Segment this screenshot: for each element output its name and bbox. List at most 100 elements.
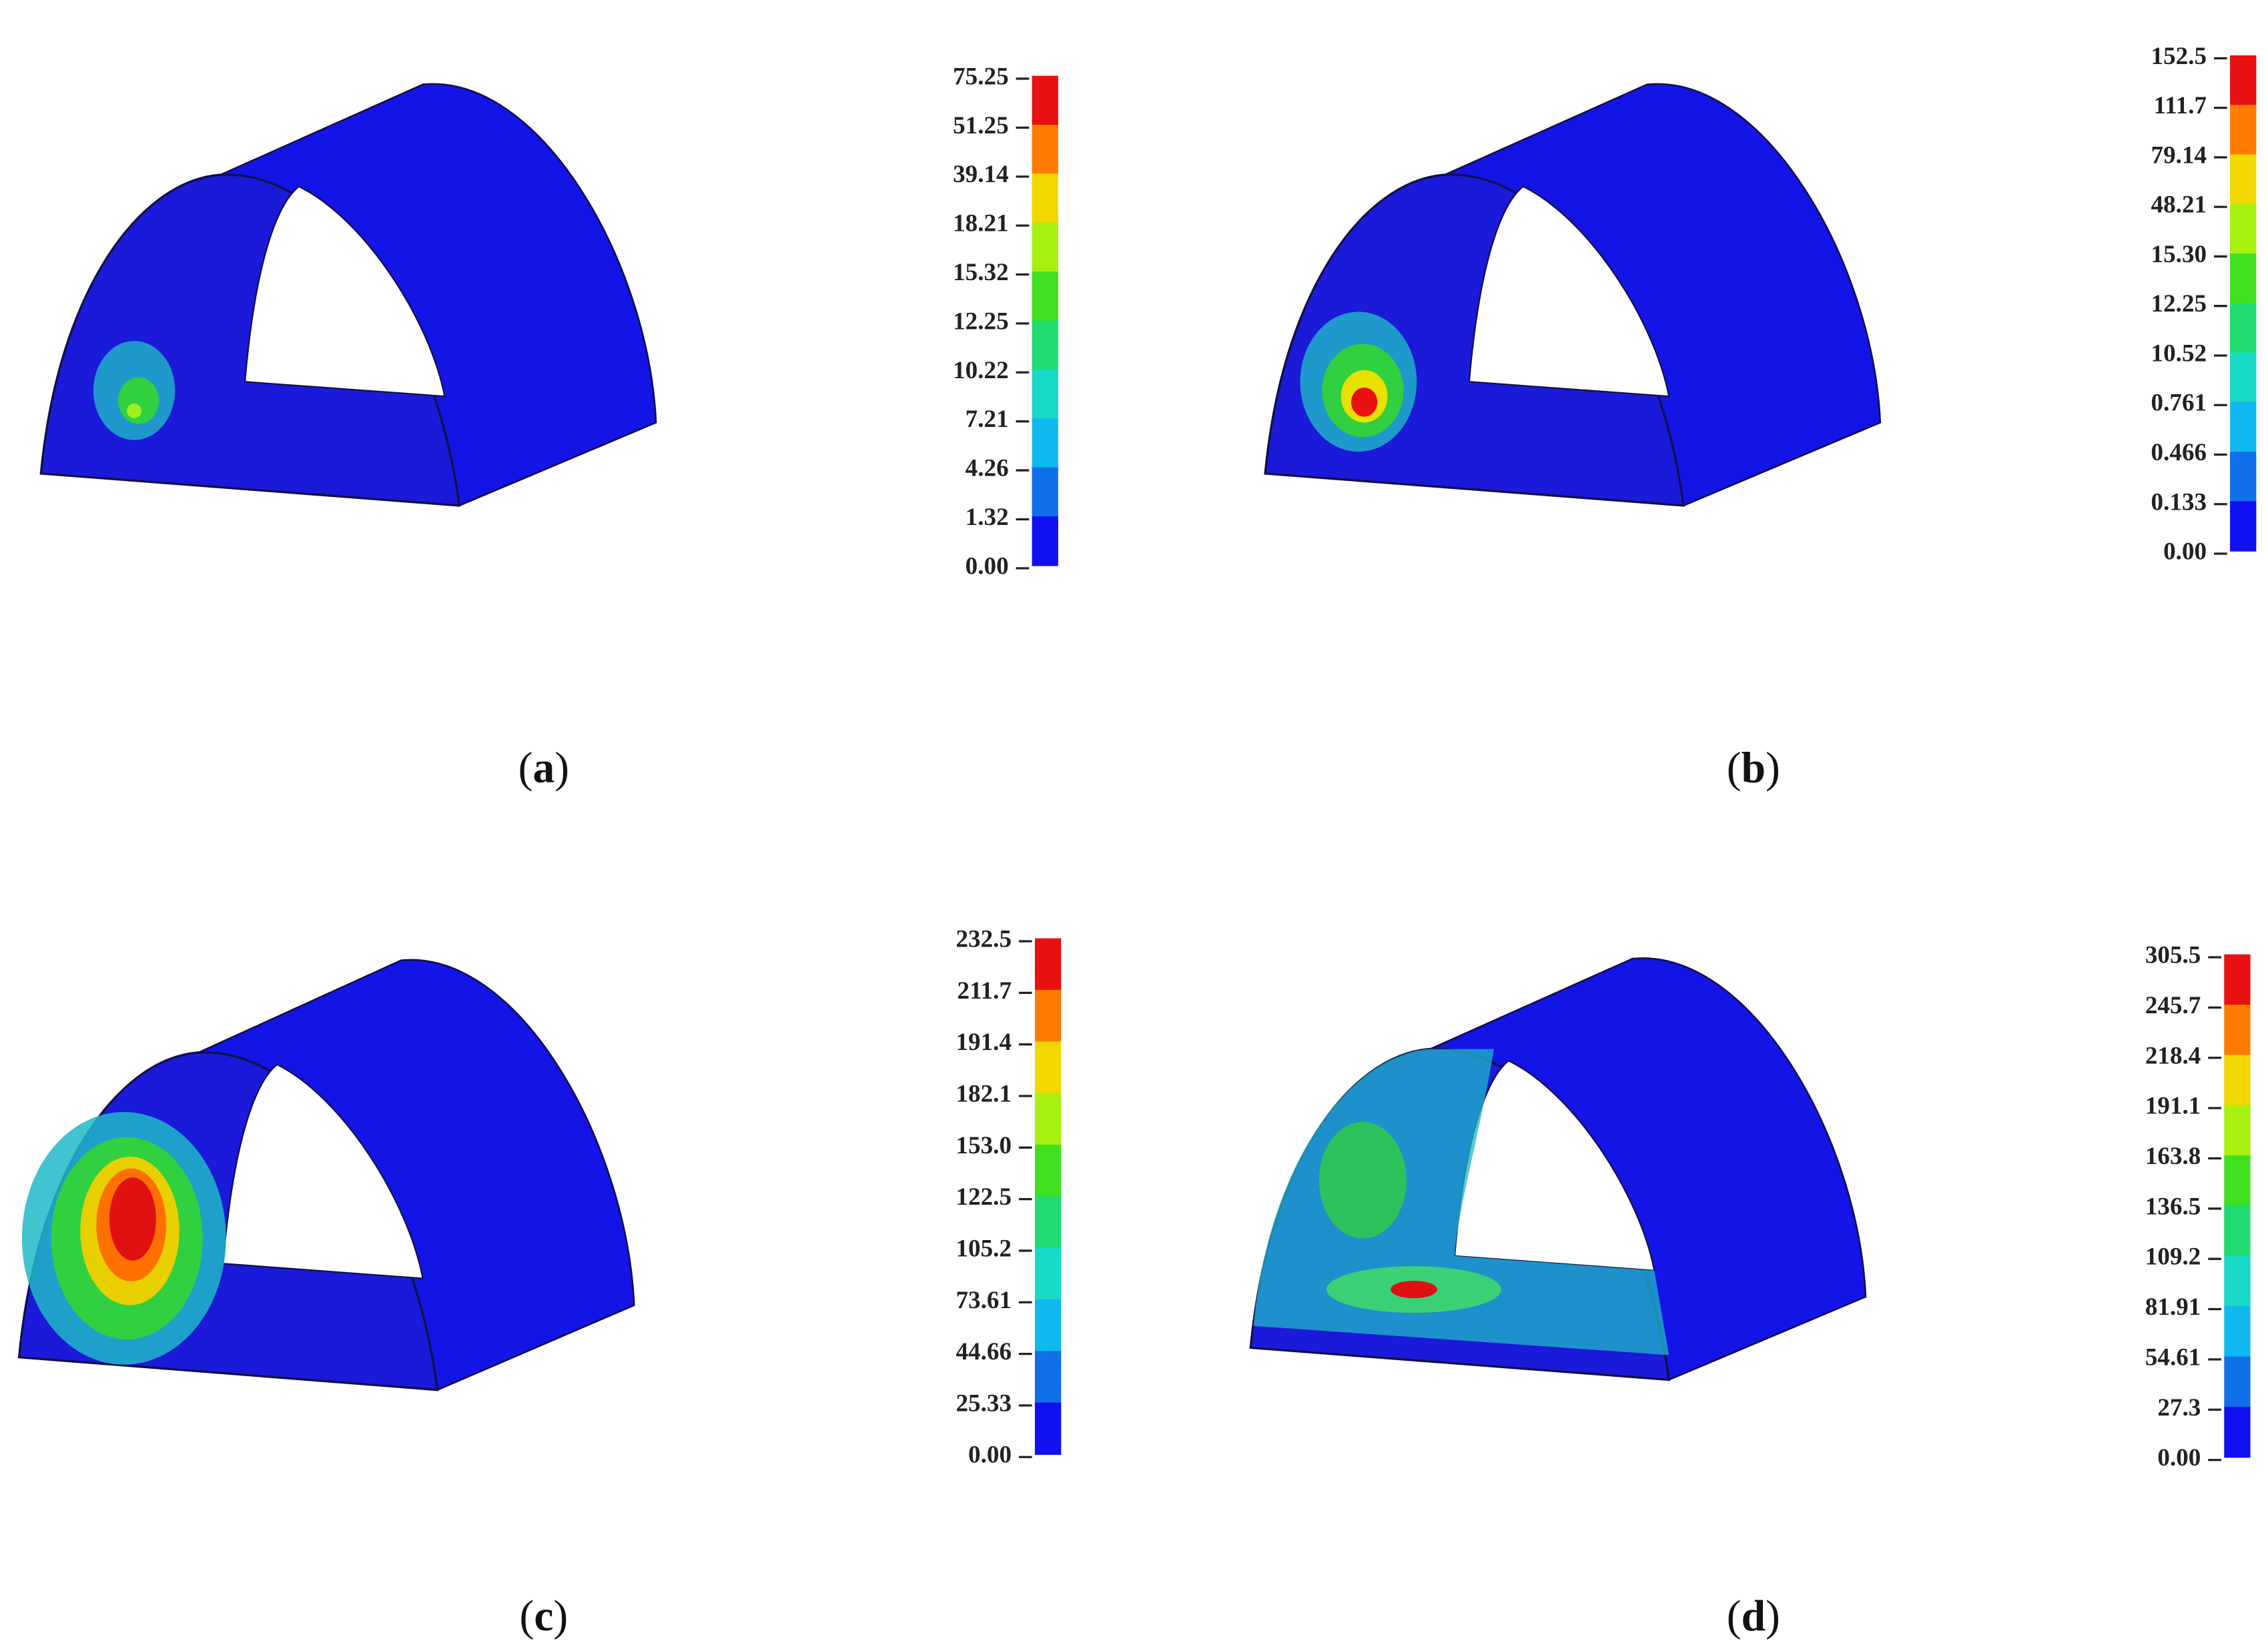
legend-label: 105.2 [956,1235,1012,1262]
colorbar-band [1034,1144,1062,1197]
caption: (b) [1727,744,1780,792]
caption: (a) [518,744,569,792]
legend-label: 218.4 [2145,1042,2201,1069]
legend-label: 191.4 [956,1029,1012,1056]
colorbar-band [2224,1406,2251,1458]
legend-label: 81.91 [2145,1293,2201,1321]
legend-label: 122.5 [956,1183,1012,1211]
caption-part: ( [518,744,533,792]
legend-label: 75.25 [953,63,1009,90]
legend-label: 0.133 [2151,488,2207,516]
caption-part: b [1742,744,1766,792]
colorbar-band [1032,418,1058,468]
colorbar-band [2224,1306,2251,1357]
colorbar-band [2230,303,2257,354]
caption-part: d [1742,1592,1766,1640]
colorbar-band [1034,1299,1062,1352]
legend-label: 0.466 [2151,439,2207,466]
legend-label: 0.761 [2151,390,2207,417]
colorbar-band [1034,1402,1062,1455]
legend-label: 163.8 [2145,1143,2201,1170]
legend-label: 10.52 [2151,340,2207,367]
colorbar-band [2230,253,2257,304]
colorbar-band [1032,369,1058,420]
legend-label: 27.3 [2157,1394,2201,1422]
legend-label: 152.5 [2151,43,2207,70]
legend-label: 15.32 [953,259,1009,286]
colorbar-band [1032,320,1058,371]
caption-part: ) [553,1592,568,1640]
tunnel-a [39,83,657,507]
colorbar-band [1034,1196,1062,1249]
legend-label: 25.33 [956,1390,1012,1417]
colorbar-band [1034,1093,1062,1146]
legend-label: 10.22 [953,357,1009,384]
legend-label: 0.00 [2157,1444,2201,1472]
colorbar-band [1032,173,1058,223]
caption: (c) [520,1592,569,1640]
legend-label: 18.21 [953,210,1009,237]
caption-part: a [533,744,555,792]
legend-label: 7.21 [966,406,1009,433]
colorbar-band [2230,105,2257,155]
colorbar-band [2230,501,2257,552]
legend-label: 15.30 [2151,241,2207,268]
caption-part: c [534,1592,553,1640]
legend-label: 111.7 [2154,92,2207,119]
tunnel-b [1264,83,1882,507]
legend-label: 73.61 [956,1287,1012,1314]
legend-label: 39.14 [953,161,1009,188]
legend-label: 79.14 [2151,141,2207,169]
colorbar-band [1034,1247,1062,1300]
caption-part: ) [554,744,569,792]
legend-label: 191.1 [2145,1093,2201,1120]
legend-label: 51.25 [953,112,1009,139]
tunnel-c [17,959,635,1392]
caption-part: ( [520,1592,534,1640]
legend-label: 1.32 [966,504,1009,531]
legend-label: 54.61 [2145,1343,2201,1371]
colorbar-band [2230,154,2257,205]
colorbar-band [2224,1005,2251,1056]
caption-part: ( [1727,1592,1742,1640]
legend-label: 4.26 [966,455,1009,482]
colorbar-band [1032,124,1058,175]
colorbar-band [1032,222,1058,273]
colorbar-band [1032,75,1058,126]
colorbar-band [1032,467,1058,518]
legend-label: 182.1 [956,1080,1012,1107]
colorbar-band [1034,1041,1062,1094]
colorbar-band [2224,954,2251,1006]
legend-label: 211.7 [958,977,1012,1005]
legends: 75.25 51.25 39.14 18.21 15.32 12.25 10.22 7.21 4… [518,43,2257,1640]
colorbar-band [2230,203,2257,255]
tunnel-d [1249,957,1867,1382]
caption: (d) [1727,1592,1780,1640]
legend-label: 153.0 [956,1132,1012,1159]
legend-label: 44.66 [956,1338,1012,1365]
colorbar-band [1034,989,1062,1043]
legend-label: 12.25 [2151,290,2207,318]
colorbar-band [2224,1205,2251,1257]
colorbar-band [1032,271,1058,322]
legend-label: 109.2 [2145,1243,2201,1271]
caption-part: ) [1766,744,1780,792]
colorbar-band [2230,352,2257,403]
legend-label: 0.00 [968,1442,1012,1469]
legend-label: 0.00 [2163,538,2207,566]
colorbar-band [1032,516,1058,566]
colorbar-band [1034,938,1062,991]
legend-label: 48.21 [2151,191,2207,219]
legend-label: 136.5 [2145,1193,2201,1220]
colorbar-band [2224,1105,2251,1157]
colorbar-band [2224,1356,2251,1408]
colorbar-band [2224,1055,2251,1106]
legend-label: 305.5 [2145,942,2201,969]
caption-part: ) [1766,1592,1780,1640]
legend-label: 232.5 [956,926,1012,953]
colorbar-band [2230,55,2257,106]
colorbar-band [2230,452,2257,502]
colorbar-band [1034,1351,1062,1404]
colorbar-band [2224,1255,2251,1307]
